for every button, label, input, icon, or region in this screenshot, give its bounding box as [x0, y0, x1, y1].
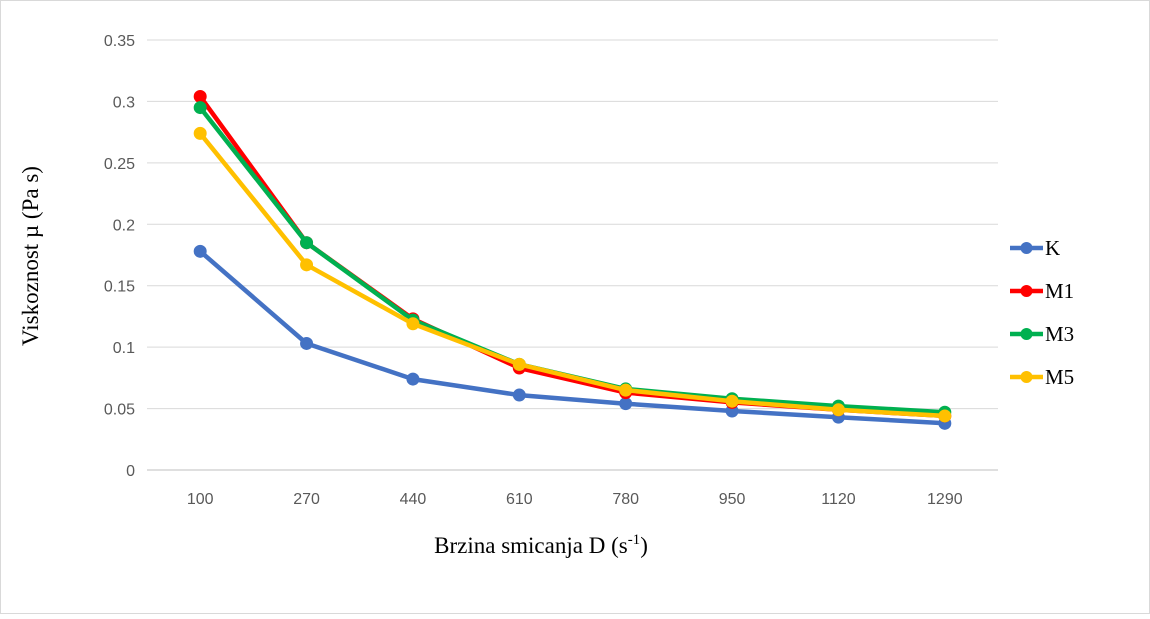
- series-m5: [193, 126, 952, 423]
- data-point: [512, 388, 526, 402]
- y-tick-label: 0.3: [113, 94, 135, 111]
- legend-item: M5: [1010, 365, 1074, 389]
- data-point: [725, 394, 739, 408]
- x-tick-label: 1120: [821, 491, 856, 508]
- legend-label: M1: [1045, 279, 1074, 303]
- legend-label: M5: [1045, 365, 1074, 389]
- series-k: [193, 244, 952, 430]
- data-point: [938, 409, 952, 423]
- x-tick-label: 100: [187, 491, 214, 508]
- y-tick-label: 0.25: [104, 156, 135, 173]
- y-tick-label: 0: [126, 463, 135, 480]
- legend-swatch-marker: [1020, 371, 1033, 383]
- legend-swatch-marker: [1020, 242, 1033, 254]
- legend-swatch-marker: [1020, 285, 1033, 297]
- y-tick-label: 0.1: [113, 340, 135, 357]
- legend-label: M3: [1045, 322, 1074, 346]
- legend: K M1 M3 M5: [1010, 236, 1074, 389]
- gridlines: [147, 39, 998, 471]
- x-axis-title: Brzina smicanja D (s-1): [434, 532, 648, 558]
- x-tick-label: 270: [293, 491, 320, 508]
- y-axis-ticks: 0 0.05 0.1 0.15 0.2 0.25 0.3 0.35: [104, 33, 135, 480]
- legend-item: K: [1010, 236, 1060, 260]
- legend-swatch-marker: [1020, 328, 1033, 340]
- data-point: [406, 372, 420, 386]
- series-group: [193, 90, 952, 430]
- data-point: [193, 101, 207, 115]
- legend-item: M1: [1010, 279, 1074, 303]
- data-point: [831, 403, 845, 417]
- y-tick-label: 0.15: [104, 279, 135, 296]
- y-tick-label: 0.05: [104, 402, 135, 419]
- data-point: [619, 383, 633, 397]
- x-axis-ticks: 100 270 440 610 780 950 1120 1290: [187, 491, 963, 508]
- data-point: [619, 397, 633, 411]
- data-point: [300, 236, 314, 250]
- x-tick-label: 440: [400, 491, 427, 508]
- series-line: [197, 249, 948, 426]
- y-tick-label: 0.35: [104, 33, 135, 50]
- data-point: [300, 336, 314, 350]
- y-tick-label: 0.2: [113, 217, 135, 234]
- data-point: [193, 126, 207, 140]
- legend-item: M3: [1010, 322, 1074, 346]
- data-point: [193, 244, 207, 258]
- x-tick-label: 780: [612, 491, 639, 508]
- data-point: [300, 258, 314, 272]
- x-tick-label: 1290: [927, 491, 963, 508]
- data-point: [193, 90, 207, 104]
- data-point: [512, 357, 526, 371]
- data-point: [406, 317, 420, 331]
- x-tick-label: 950: [719, 491, 746, 508]
- series-line: [197, 131, 948, 419]
- x-tick-label: 610: [506, 491, 533, 508]
- legend-label: K: [1045, 236, 1060, 260]
- y-axis-title: Viskoznost µ (Pa s): [18, 166, 43, 346]
